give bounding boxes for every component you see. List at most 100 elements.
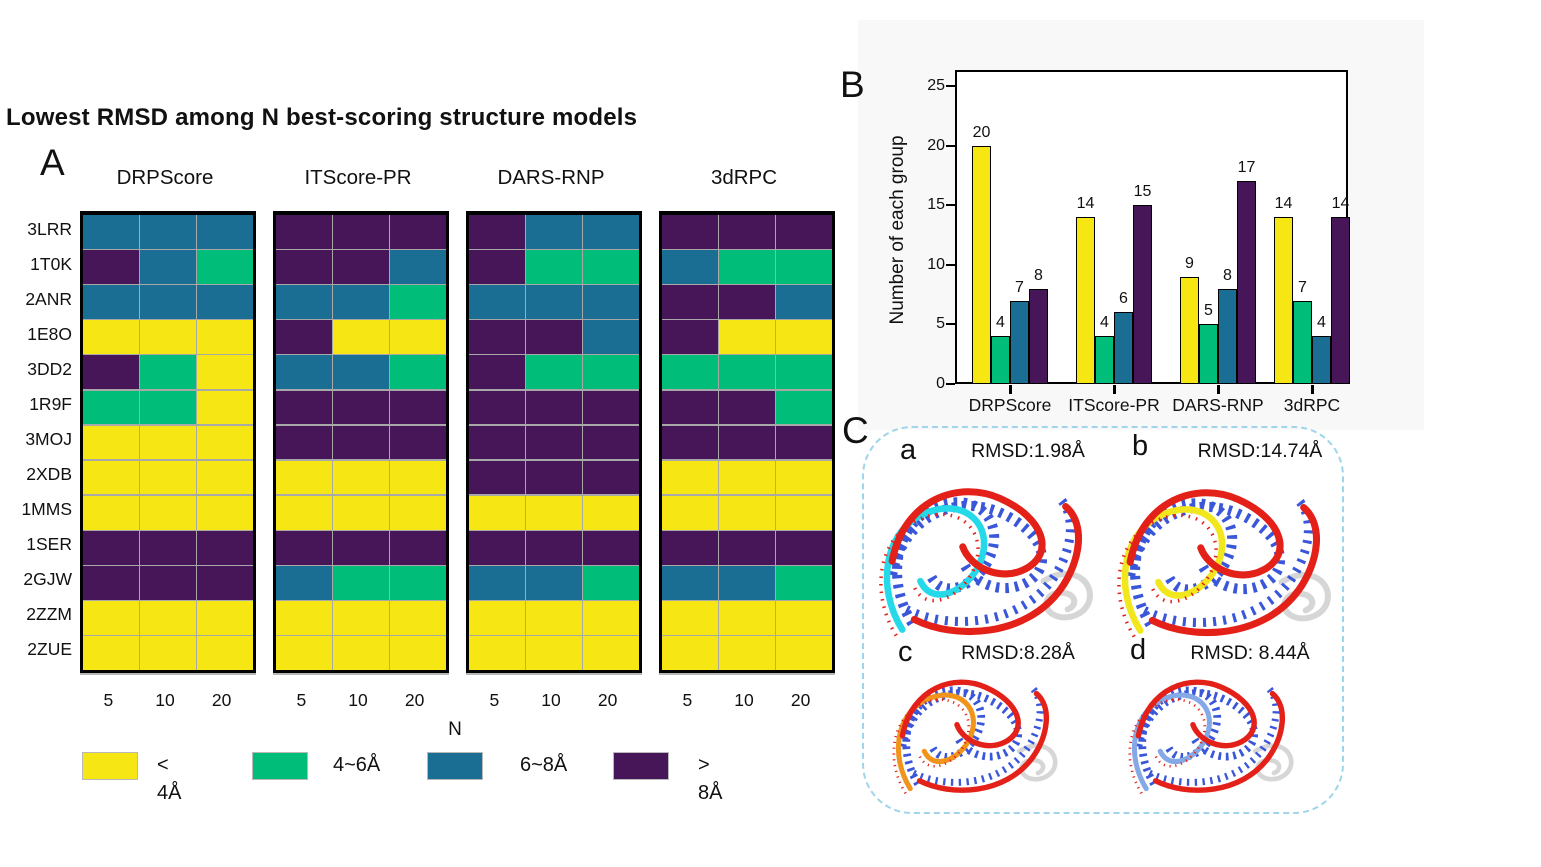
heatmap-cell (583, 566, 639, 600)
legend-label-1: 4~6Å (333, 754, 381, 776)
heatmap-cell (662, 566, 718, 600)
ribbon-stroke (895, 692, 976, 792)
panel-c-border (862, 426, 1344, 814)
row-label-1MMS: 1MMS (21, 499, 72, 519)
bar-DARS-RNP-> 8Å (1237, 181, 1256, 384)
heatmap-cell (469, 495, 525, 530)
row-label-1T0K: 1T0K (30, 254, 72, 274)
bar-3dRPC-6~8Å (1312, 336, 1331, 384)
heatmap-cell (583, 285, 639, 319)
heatmap-cell (719, 390, 775, 425)
heatmap-cell (390, 566, 446, 600)
row-label-2ZZM: 2ZZM (26, 604, 72, 624)
heatmap-cell (83, 531, 139, 565)
ribbon-stroke (1135, 679, 1257, 749)
bar-DARS-RNP-4~6Å (1199, 324, 1218, 384)
heatmap-cell (776, 460, 832, 495)
heatmap-cell (333, 250, 389, 284)
legend-swatch-1 (252, 752, 308, 780)
y-tick-mark (946, 383, 955, 385)
ribbon-stroke (1134, 689, 1259, 761)
heatmap-cell (719, 355, 775, 390)
bar-3dRPC-> 8Å (1331, 217, 1350, 384)
n-tick-label: 5 (296, 690, 307, 710)
y-tick-mark (946, 144, 955, 147)
heatmap-cell (526, 601, 582, 635)
row-label-1E8O: 1E8O (27, 324, 72, 344)
y-tick-mark (946, 263, 955, 266)
heatmap-cell (526, 285, 582, 319)
structure-a-label: a (900, 434, 917, 466)
heatmap-cell (197, 425, 253, 460)
bar-DRPScore-> 8Å (1029, 288, 1048, 384)
heatmap-cell (276, 285, 332, 319)
heatmap-cell (662, 636, 718, 670)
bar-DRPScore-4~6Å (991, 336, 1010, 384)
heatmap-cell (583, 636, 639, 670)
heatmap-cell (140, 355, 196, 390)
heatmap-cell (469, 460, 525, 495)
heatmap-cell (83, 566, 139, 600)
ribbon-stroke (1016, 743, 1058, 782)
heatmap-cell (719, 320, 775, 354)
heatmap-cell (583, 495, 639, 530)
heatmap-cell (662, 390, 718, 425)
bar-value-label: 17 (1237, 159, 1256, 177)
heatmap-cell (583, 460, 639, 495)
heatmap-cell (197, 285, 253, 319)
heatmap-cell (776, 390, 832, 425)
legend-label-3: > 8Å (698, 754, 723, 804)
heatmap-cell (776, 285, 832, 319)
bar-3dRPC-< 4Å (1274, 217, 1293, 384)
ribbon-stroke (910, 502, 1082, 636)
heatmap-cell (469, 425, 525, 460)
n-tick-label: 10 (541, 690, 561, 710)
heatmap-cell (83, 390, 139, 425)
row-label-2ANR: 2ANR (25, 289, 72, 309)
heatmap-cell (583, 390, 639, 425)
heatmap-cell (662, 355, 718, 390)
ribbon-stroke (1147, 683, 1280, 786)
heatmap-cell (333, 531, 389, 565)
bar-value-label: 14 (1274, 195, 1293, 213)
heatmap-cell (390, 215, 446, 249)
heatmap-cell (719, 215, 775, 249)
bar-DARS-RNP-6~8Å (1218, 288, 1237, 384)
row-label-3MOJ: 3MOJ (25, 429, 72, 449)
heatmap-cell (390, 390, 446, 425)
heatmap-cell (333, 636, 389, 670)
heatmap-cell (197, 215, 253, 249)
x-tick-label-3dRPC: 3dRPC (1283, 395, 1341, 415)
heatmap-cell (662, 425, 718, 460)
heatmap-cell (140, 390, 196, 425)
heatmap-cell (776, 636, 832, 670)
heatmap-cell (333, 285, 389, 319)
heatmap-cell (390, 636, 446, 670)
heatmap-cell (140, 601, 196, 635)
ribbon-stroke (888, 488, 1046, 578)
x-axis-label-n: N (448, 719, 462, 740)
heatmap-cell (526, 425, 582, 460)
n-tick-label: 10 (155, 690, 175, 710)
heatmap-cell (140, 250, 196, 284)
method-header-DARS-RNP: DARS-RNP (497, 166, 605, 189)
x-tick-mark (1217, 385, 1220, 394)
legend-swatch-3 (613, 752, 669, 780)
heatmap-cell (333, 215, 389, 249)
bar-value-label: 6 (1119, 290, 1128, 308)
heatmap-cell (776, 531, 832, 565)
heatmap-cell (719, 460, 775, 495)
heatmap-cell (719, 531, 775, 565)
heatmap-grid-3dRPC (659, 211, 835, 673)
panel-a-title: Lowest RMSD among N best-scoring structu… (6, 104, 638, 131)
bar-value-label: 8 (1223, 266, 1232, 284)
ribbon-stroke (1125, 501, 1286, 595)
legend-swatch-2 (427, 752, 483, 780)
heatmap-cell (276, 320, 332, 354)
n-tick-label: 5 (489, 690, 500, 710)
method-header-DRPScore: DRPScore (116, 166, 214, 189)
ribbon-stroke (1126, 489, 1284, 579)
bar-DARS-RNP-< 4Å (1180, 276, 1199, 384)
heatmap-cell (83, 215, 139, 249)
bar-ITScore-PR-6~8Å (1114, 312, 1133, 384)
